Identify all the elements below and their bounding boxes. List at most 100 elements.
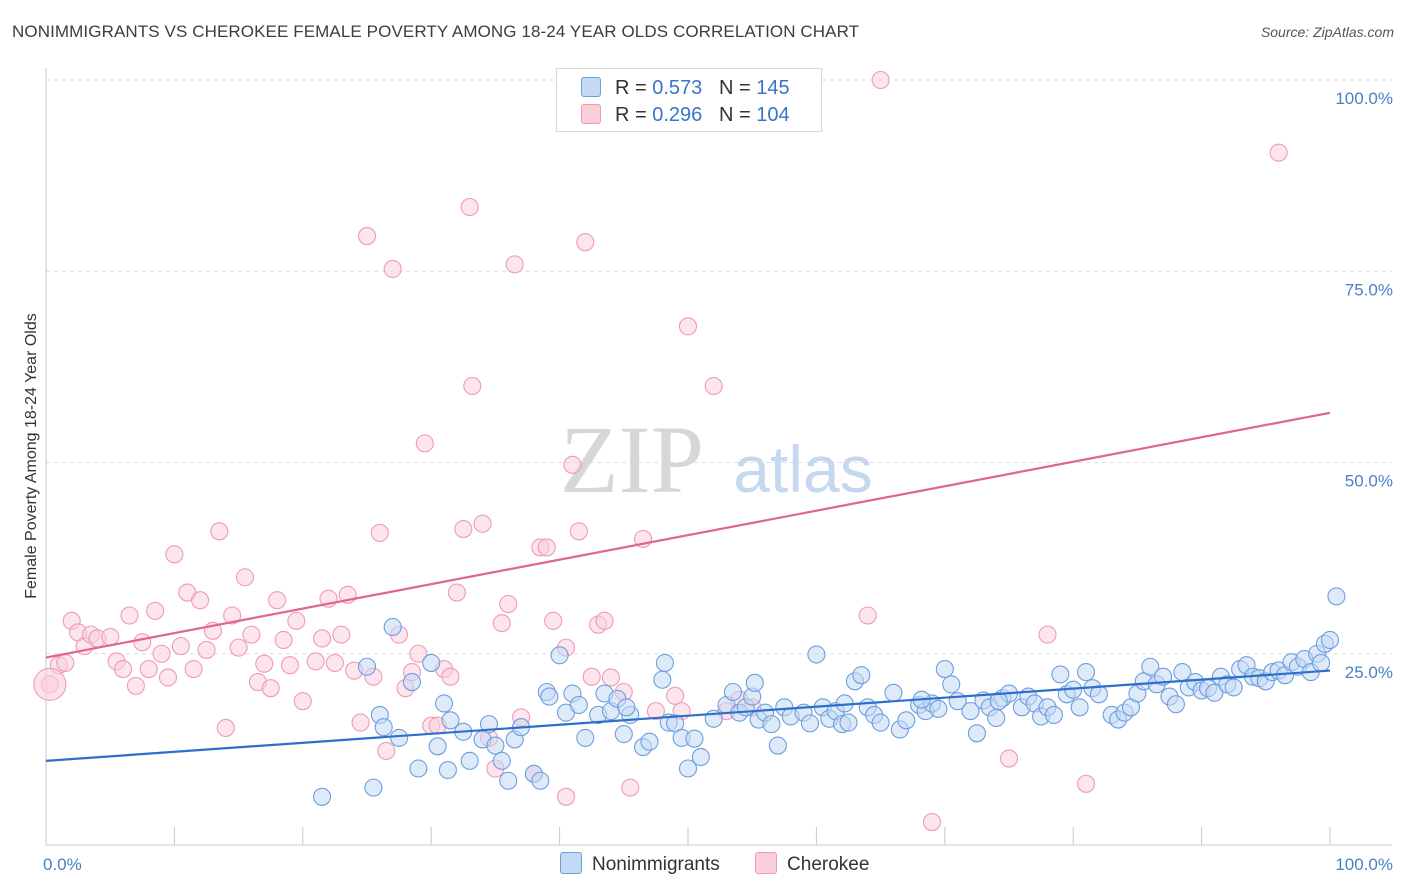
- nonimmigrants-point: [576, 728, 595, 747]
- nonimmigrants-point: [678, 759, 698, 778]
- cherokee-point: [158, 668, 178, 687]
- grid-lines: [46, 79, 1392, 655]
- nonimmigrants-point: [1070, 698, 1089, 717]
- nonimmigrants-point: [499, 771, 518, 790]
- chart-source: Source: ZipAtlas.com: [1260, 24, 1394, 40]
- cherokee-point: [101, 627, 120, 646]
- nonimmigrants-point: [989, 692, 1008, 711]
- watermark-zip: ZIP: [560, 406, 704, 513]
- cherokee-point: [415, 434, 434, 453]
- cherokee-point: [268, 591, 287, 610]
- cherokee-point: [492, 614, 511, 633]
- nonimmigrants-point: [1311, 653, 1331, 672]
- y-tick-label: 75.0%: [1345, 280, 1393, 299]
- nonimmigrants-point: [364, 778, 383, 797]
- series-legend: Nonimmigrants Cherokee: [560, 852, 899, 876]
- cherokee-point: [556, 787, 576, 806]
- tick-labels: 25.0% 50.0% 75.0% 100.0% 0.0% 100.0%: [43, 89, 1393, 874]
- nonimmigrants-point: [617, 698, 636, 717]
- cherokee-point-large: [33, 667, 67, 701]
- chart-title: NONIMMIGRANTS VS CHEROKEE FEMALE POVERTY…: [12, 22, 860, 41]
- nonimmigrants-point: [768, 736, 787, 755]
- cherokee-point: [409, 644, 428, 663]
- nonimmigrants-point: [492, 751, 511, 770]
- nonimmigrants-point: [390, 728, 409, 747]
- cherokee-point: [1269, 143, 1288, 162]
- legend-item-cherokee: Cherokee: [755, 852, 869, 876]
- cherokee-point: [621, 778, 640, 797]
- legend-swatch-nonimmigrants: [581, 77, 601, 97]
- cherokee-point: [999, 749, 1019, 768]
- cherokee-point: [463, 376, 482, 396]
- cherokee-point: [595, 611, 614, 630]
- cherokee-point: [223, 606, 242, 625]
- cherokee-point: [351, 713, 370, 732]
- x-tick-label-min: 0.0%: [43, 855, 82, 874]
- nonimmigrants-point: [942, 675, 961, 694]
- nonimmigrants-point: [569, 695, 588, 715]
- legend-row-cherokee: R = 0.296 N = 104: [581, 104, 790, 128]
- cherokee-point: [235, 568, 255, 587]
- nonimmigrants-point: [839, 713, 858, 732]
- legend-swatch-cherokee-bottom: [755, 852, 778, 874]
- cherokee-point: [460, 197, 479, 217]
- nonimmigrants-point: [357, 657, 377, 676]
- cherokee-point: [133, 633, 152, 652]
- trend-lines: [45, 411, 1331, 762]
- nonimmigrants-point: [807, 645, 826, 664]
- cherokee-point: [1038, 625, 1057, 644]
- legend-row-nonimmigrants: R = 0.573 N = 145: [581, 77, 790, 101]
- cherokee-point: [165, 545, 184, 564]
- cherokee-point: [56, 653, 75, 672]
- nonimmigrants-point: [967, 724, 986, 743]
- y-tick-label: 25.0%: [1345, 663, 1393, 682]
- nonimmigrants-point: [929, 699, 948, 718]
- cherokee-point: [473, 514, 492, 533]
- watermark: ZIP atlas: [560, 406, 873, 513]
- nonimmigrants-point: [540, 687, 559, 706]
- nonimmigrants-point: [723, 682, 742, 702]
- cherokee-point: [139, 659, 158, 679]
- cherokee-point: [216, 718, 235, 738]
- nonimmigrants-point: [441, 711, 460, 730]
- cherokee-point: [126, 676, 145, 695]
- cherokee-point: [499, 594, 518, 614]
- cherokee-point: [197, 640, 216, 659]
- nonimmigrants-point: [1076, 663, 1096, 682]
- cherokee-point: [113, 659, 133, 679]
- cherokee-point: [537, 538, 556, 557]
- y-tick-label: 100.0%: [1335, 89, 1393, 108]
- nonimmigrants-point: [460, 751, 479, 770]
- watermark-atlas: atlas: [733, 432, 872, 506]
- cherokee-point: [601, 668, 621, 687]
- cherokee-point: [332, 625, 351, 644]
- nonimmigrants-point: [614, 725, 633, 744]
- cherokee-point: [242, 625, 261, 644]
- cherokee-point: [287, 611, 306, 630]
- nonimmigrants-point: [402, 673, 421, 692]
- cherokee-point: [447, 583, 466, 602]
- nonimmigrants-points: [313, 587, 1346, 806]
- cherokee-point: [306, 652, 325, 671]
- nonimmigrants-point: [486, 736, 505, 755]
- nonimmigrants-point: [434, 694, 454, 713]
- cherokee-point: [184, 659, 203, 679]
- nonimmigrants-point: [1205, 683, 1224, 702]
- nonimmigrants-point: [438, 760, 457, 780]
- cherokee-point: [569, 522, 588, 541]
- nonimmigrants-point: [884, 683, 903, 702]
- nonimmigrants-point: [531, 771, 550, 790]
- nonimmigrants-point: [640, 732, 659, 751]
- cherokee-point: [377, 741, 396, 760]
- nonimmigrants-point: [1051, 665, 1070, 684]
- nonimmigrants-point: [935, 659, 954, 679]
- cherokee-point: [704, 376, 723, 396]
- nonimmigrants-point: [961, 702, 980, 721]
- cherokee-point: [280, 656, 300, 675]
- nonimmigrants-point: [1166, 695, 1185, 714]
- nonimmigrants-point: [313, 787, 332, 806]
- nonimmigrants-point: [871, 713, 890, 732]
- nonimmigrants-point: [897, 711, 916, 730]
- legend-item-nonimmigrants: Nonimmigrants: [560, 852, 720, 876]
